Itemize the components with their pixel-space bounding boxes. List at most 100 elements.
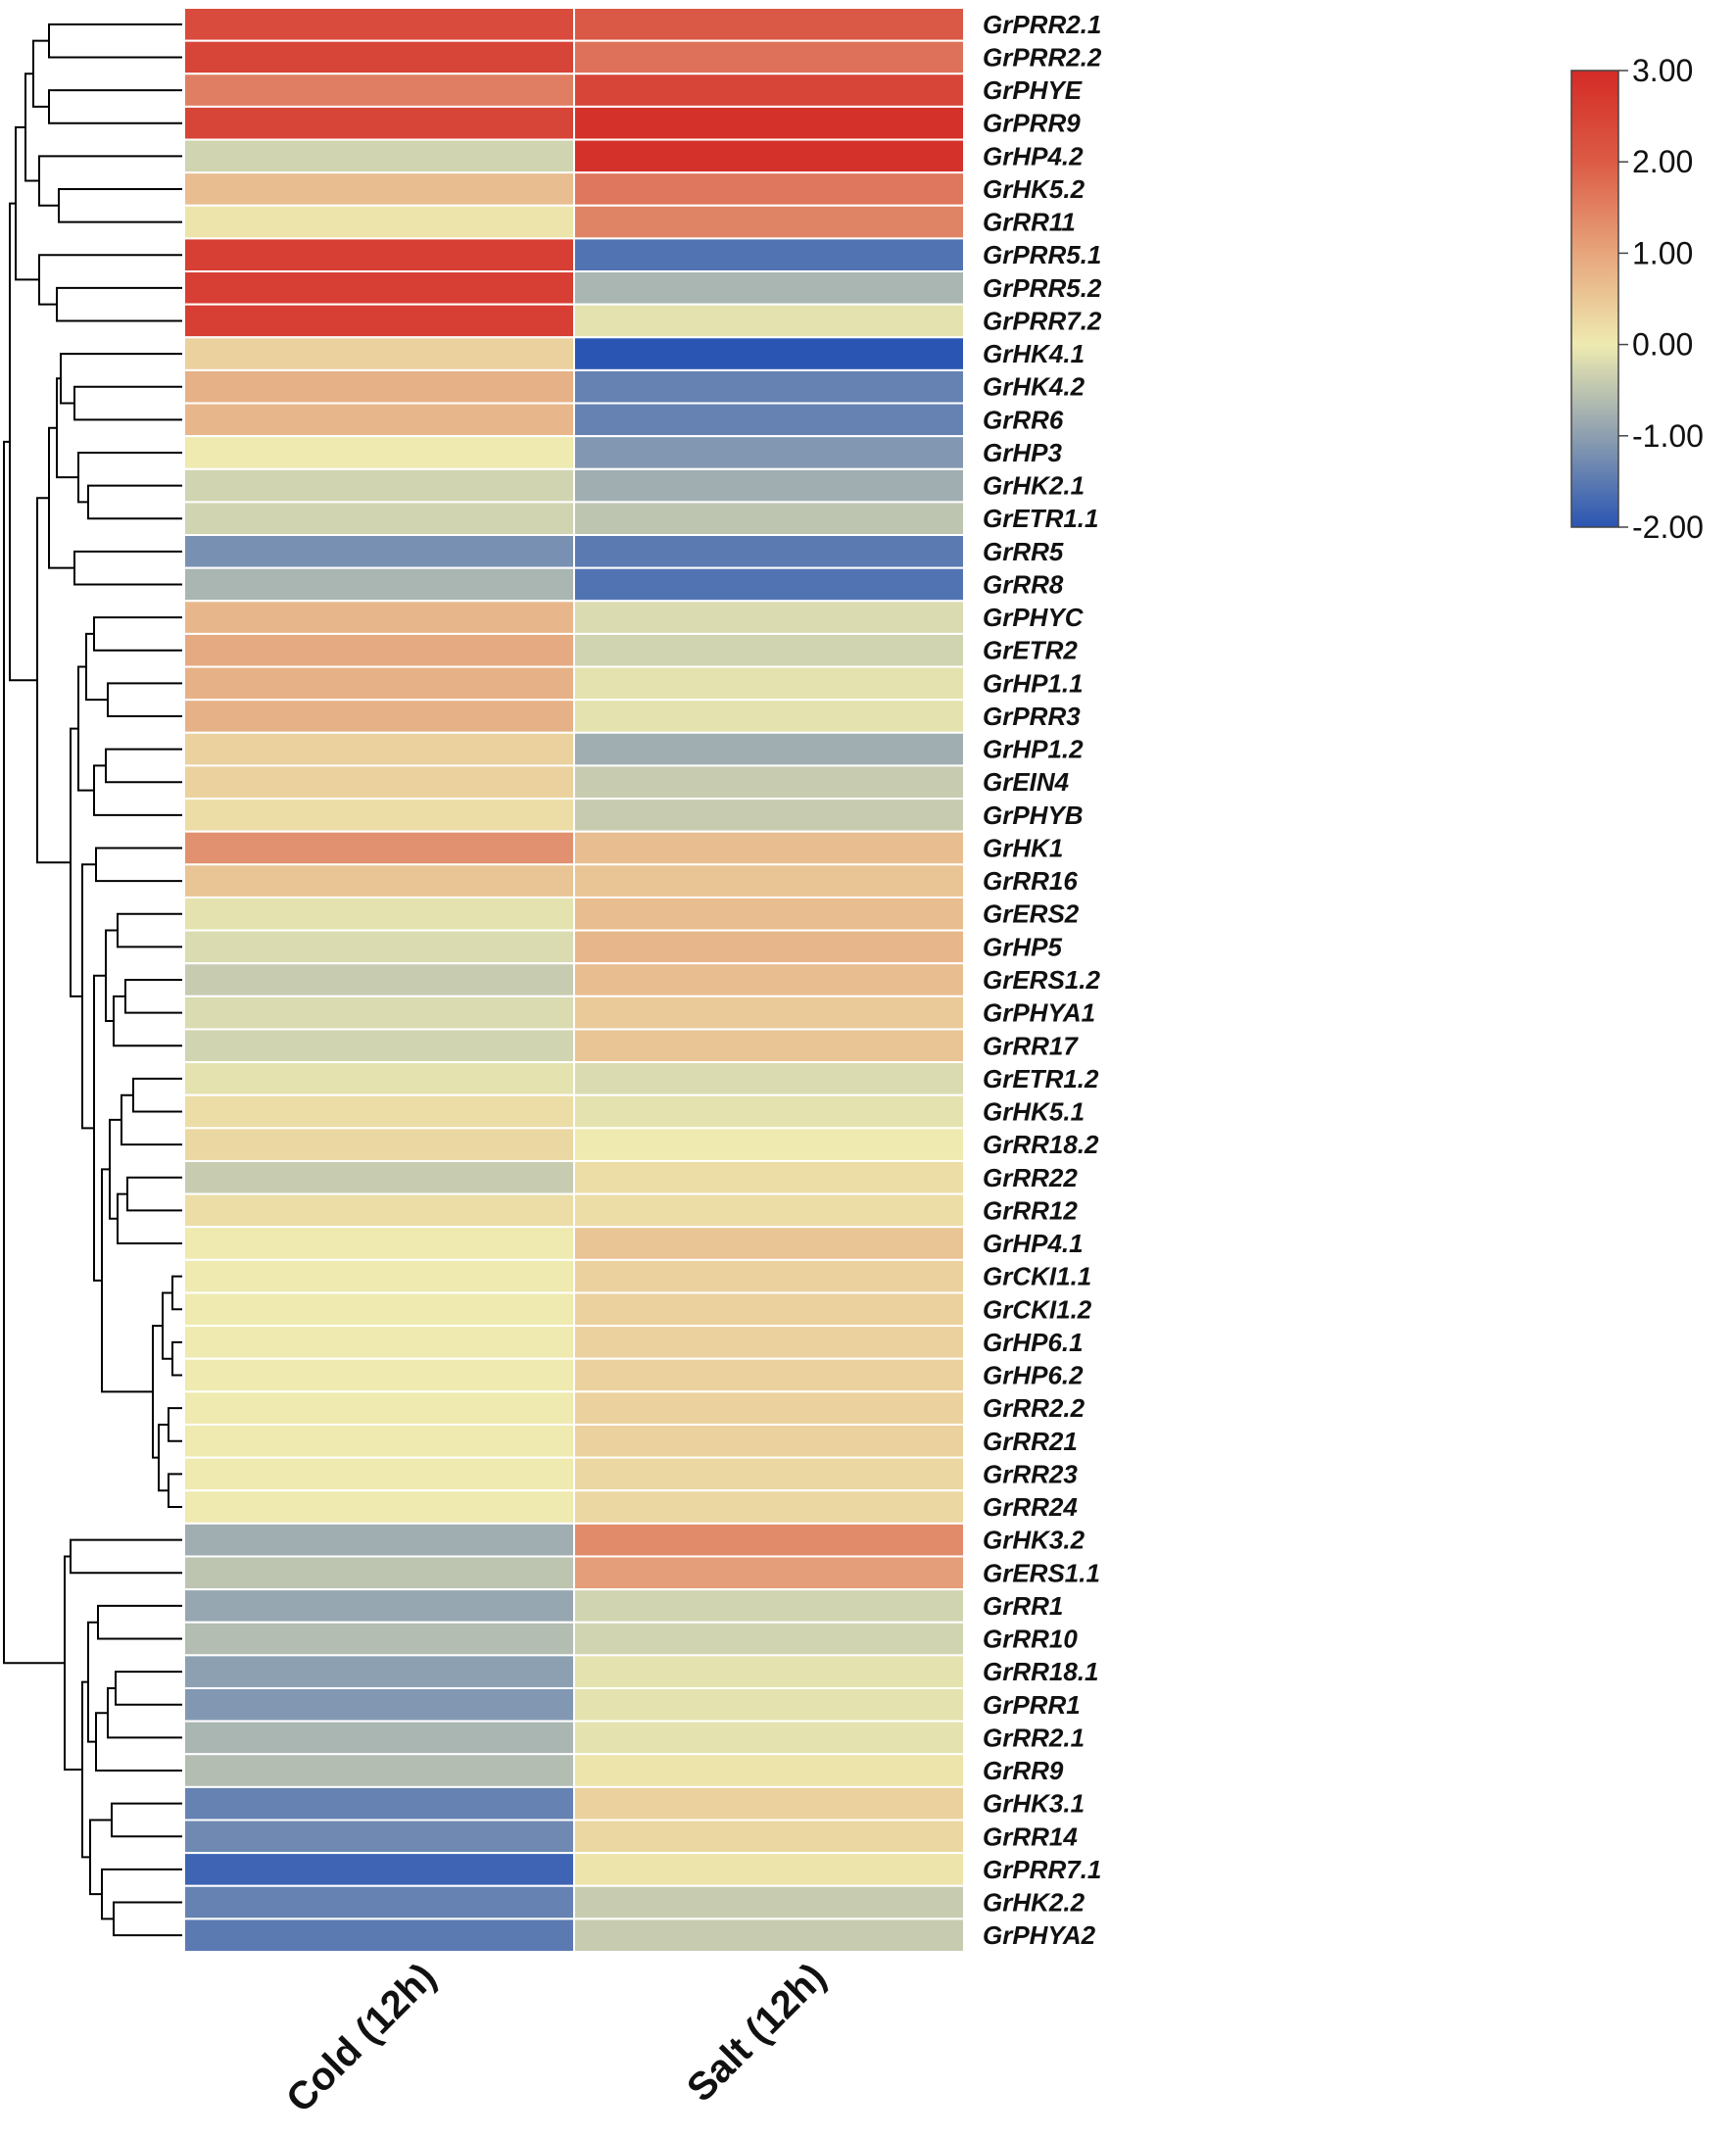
heatmap-cell [183, 1489, 575, 1525]
dendrogram-branch [111, 1802, 182, 1838]
dendrogram-branch [87, 484, 182, 520]
heatmap-cell [183, 1621, 575, 1657]
row-label: GrHK2.1 [983, 471, 1085, 501]
heatmap-cell [573, 105, 965, 141]
heatmap-cell [573, 1884, 965, 1920]
heatmap-cell [183, 303, 575, 339]
dendrogram-branch [48, 89, 182, 124]
dendrogram-branch [121, 1093, 182, 1146]
row-label: GrRR18.1 [983, 1657, 1099, 1686]
heatmap-cell [573, 138, 965, 174]
heatmap-cell [573, 501, 965, 537]
heatmap-cell [183, 1325, 575, 1360]
row-label: GrRR11 [983, 208, 1076, 237]
row-label: GrRR8 [983, 569, 1064, 599]
heatmap-cell [183, 632, 575, 668]
color-legend: 3.00 2.00 1.00 0.00 -1.00 -2.00 [1570, 53, 1704, 545]
heatmap-cell [573, 1588, 965, 1624]
heatmap-cell [573, 39, 965, 75]
row-label: GrETR2 [983, 636, 1078, 665]
row-label: GrETR1.2 [983, 1064, 1099, 1093]
row-label: GrCKI1.1 [983, 1262, 1091, 1291]
row-label: GrHP4.1 [983, 1229, 1084, 1258]
heatmap-cell [183, 1192, 575, 1229]
heatmap-cell [573, 1456, 965, 1492]
dendrogram-branch [64, 1555, 82, 1771]
heatmap-cell [183, 402, 575, 438]
row-label: GrPRR7.1 [983, 1855, 1101, 1884]
heatmap-cell [183, 600, 575, 635]
row-label: GrHK3.2 [983, 1526, 1085, 1555]
heatmap-cell [183, 1258, 575, 1294]
row-label: GrPHYA1 [983, 998, 1095, 1028]
dendrogram-branch [97, 1604, 182, 1640]
heatmap-cell [573, 237, 965, 273]
heatmap-cell [573, 1654, 965, 1689]
row-label: GrEIN4 [983, 767, 1070, 797]
heatmap-cell [183, 699, 575, 734]
heatmap-cell [573, 896, 965, 932]
heatmap-cell [573, 1061, 965, 1096]
row-label: GrRR5 [983, 537, 1064, 566]
heatmap-cell [183, 1654, 575, 1689]
row-label: GrPRR1 [983, 1690, 1081, 1720]
dendrogram-branch [168, 1407, 182, 1442]
heatmap-cell [573, 368, 965, 405]
heatmap-cell [183, 896, 575, 932]
heatmap-cell [183, 665, 575, 702]
dendrogram-branch [48, 426, 74, 569]
heatmap-cell [573, 204, 965, 240]
heatmap-cell [573, 1226, 965, 1261]
column-label: Salt (12h) [679, 1955, 834, 2110]
heatmap-cell [573, 1753, 965, 1788]
heatmap-cell [183, 731, 575, 767]
heatmap-cell [573, 1621, 965, 1657]
row-label: GrCKI1.2 [983, 1294, 1092, 1324]
row-label: GrPHYB [983, 801, 1084, 830]
row-label: GrHP6.1 [983, 1328, 1084, 1357]
row-label: GrRR1 [983, 1591, 1063, 1621]
heatmap-cell [183, 467, 575, 504]
row-label: GrHP3 [983, 438, 1062, 467]
legend-tick-label: 0.00 [1632, 327, 1693, 363]
legend-tick-label: -1.00 [1632, 418, 1704, 454]
row-label: GrHK3.1 [983, 1789, 1085, 1819]
heatmap-cell [183, 368, 575, 405]
dendrogram-branch [32, 39, 49, 108]
row-label: GrHP5 [983, 932, 1062, 961]
heatmap-cell [183, 1522, 575, 1558]
heatmap-cell [183, 1159, 575, 1195]
heatmap-cell [183, 1852, 575, 1887]
heatmap-cell [183, 1226, 575, 1261]
dendrogram-branch [36, 497, 71, 864]
heatmap-cell [573, 863, 965, 899]
row-dendrogram [3, 23, 182, 1937]
heatmap-cell [183, 73, 575, 108]
row-label: GrPHYA2 [983, 1920, 1096, 1950]
row-label: GrRR17 [983, 1031, 1079, 1060]
heatmap-cell [183, 929, 575, 965]
row-label: GrERS1.2 [983, 965, 1100, 995]
heatmap-cell [573, 665, 965, 702]
dendrogram-branch [93, 616, 182, 652]
dendrogram-branch [168, 1473, 182, 1509]
heatmap-cell [183, 105, 575, 141]
heatmap-cell [183, 1093, 575, 1130]
row-label: GrPRR3 [983, 702, 1081, 731]
heatmap-cell [183, 1819, 575, 1855]
dendrogram-branch [162, 1291, 172, 1360]
heatmap-cell [573, 171, 965, 207]
row-label: GrPRR9 [983, 109, 1081, 138]
row-label: GrPRR5.1 [983, 240, 1101, 269]
heatmap-cell [183, 1785, 575, 1821]
heatmap-cell [183, 138, 575, 174]
row-label: GrPRR2.1 [983, 10, 1101, 39]
dendrogram-branch [56, 286, 182, 322]
dendrogram-branch [60, 353, 182, 405]
dendrogram-branch [107, 682, 182, 717]
heatmap-cell [183, 1588, 575, 1624]
heatmap-cell [183, 336, 575, 371]
heatmap-cell [573, 1357, 965, 1393]
heatmap-cell [573, 798, 965, 833]
